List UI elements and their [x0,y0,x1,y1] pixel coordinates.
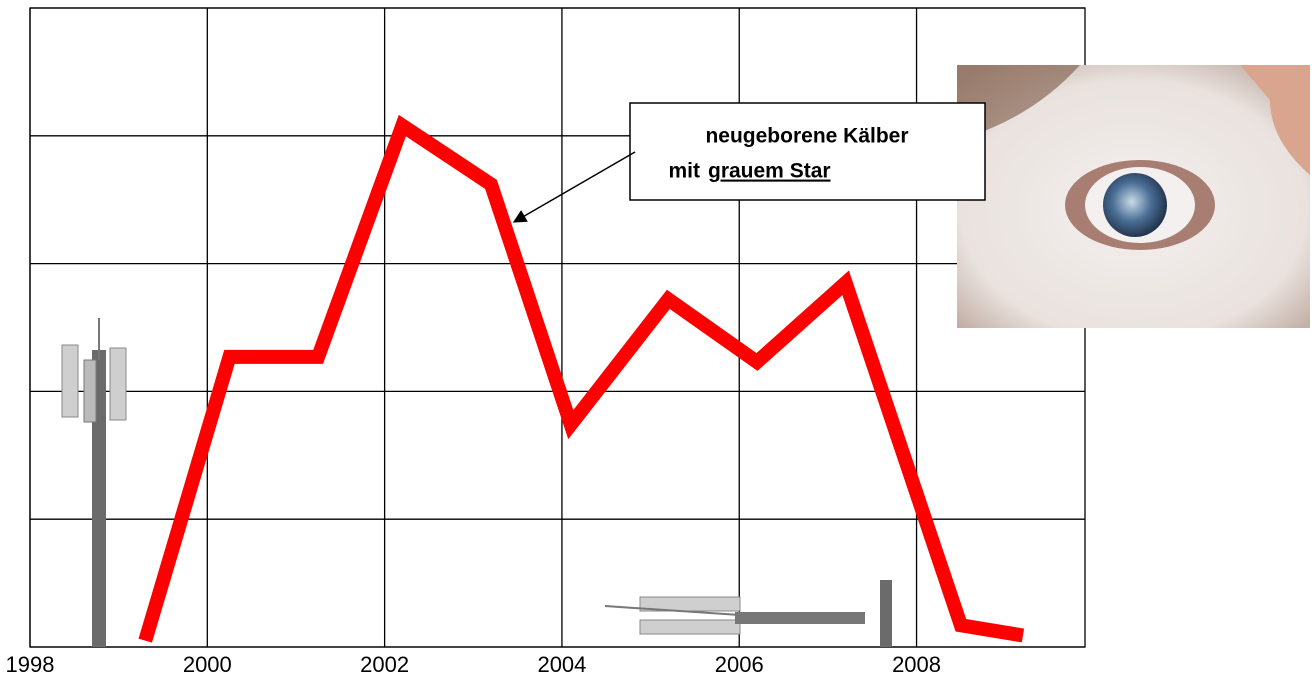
x-tick-label: 2006 [715,652,764,677]
x-tick-label: 2004 [537,652,586,677]
annotation-box [630,103,985,200]
x-tick-label: 1998 [6,652,55,677]
annotation-arrow [514,152,635,222]
annotation-text: grauem Star [708,160,831,183]
eye-photo [957,65,1310,328]
chart: neugeborene Kälber mit grauem Star 1998 2… [0,0,1316,679]
x-tick-label: 2000 [183,652,232,677]
x-tick-label: 2002 [360,652,409,677]
annotation-text: mit [669,160,701,183]
x-tick-label: 2008 [892,652,941,677]
line [145,126,1023,641]
annotation-text: neugeborene Kälber [705,125,908,148]
